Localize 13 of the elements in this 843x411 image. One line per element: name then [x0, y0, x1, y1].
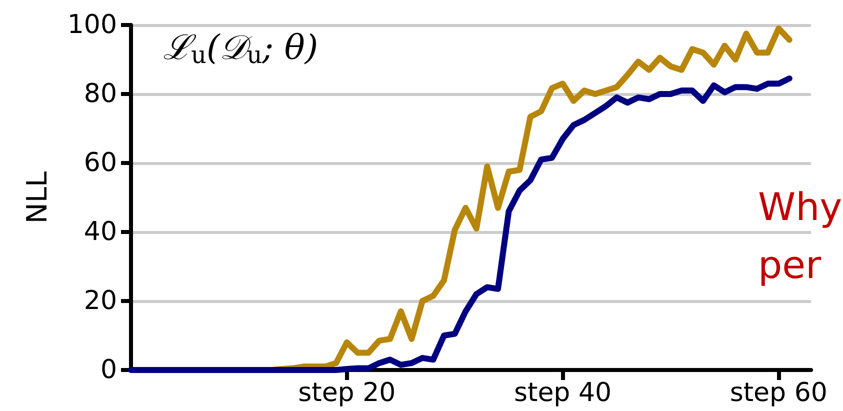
annotation: Why [758, 185, 842, 229]
y-tick-label: 40 [84, 217, 117, 247]
y-tick-label: 80 [84, 79, 117, 109]
x-tick-label: step 20 [298, 378, 396, 408]
chart-title: ℒu(𝒟u; θ) [163, 28, 318, 69]
y-axis-title: NLL [20, 171, 54, 224]
y-tick-label: 60 [84, 148, 117, 178]
x-tick-label: step 40 [514, 378, 612, 408]
y-tick-label: 0 [100, 355, 117, 385]
y-tick-label: 100 [67, 10, 117, 40]
annotation: per [758, 243, 822, 287]
y-tick-label: 20 [84, 286, 117, 316]
x-tick-label: step 60 [730, 378, 828, 408]
